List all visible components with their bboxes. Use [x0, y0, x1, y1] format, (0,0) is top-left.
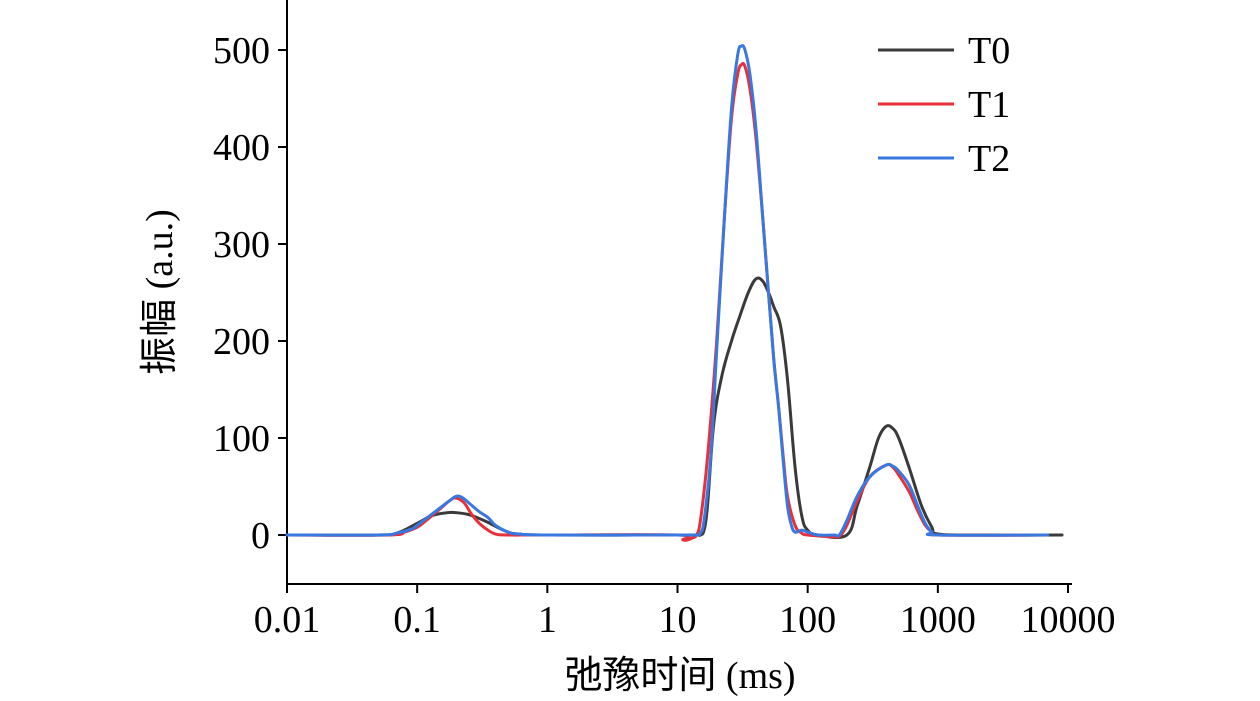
y-tick-label: 400 — [213, 127, 270, 169]
x-tick-label: 10 — [659, 599, 697, 641]
x-tick-label: 1 — [538, 599, 557, 641]
legend-label-t1: T1 — [968, 84, 1010, 126]
legend-label-t0: T0 — [968, 30, 1010, 72]
y-tick-label: 0 — [251, 515, 270, 557]
legend-label-t2: T2 — [968, 138, 1010, 180]
x-tick-label: 10000 — [1021, 599, 1116, 641]
x-tick-label: 0.1 — [393, 599, 441, 641]
series-line-t2 — [285, 44, 1050, 538]
x-axis-title: 弛豫时间 (ms) — [564, 655, 795, 697]
y-ticks: 0 100 200 300 400 500 — [213, 30, 287, 557]
series-line-t1 — [285, 61, 1041, 542]
legend: T0 T1 T2 — [878, 30, 1010, 180]
x-tick-label: 0.01 — [254, 599, 321, 641]
y-tick-label: 100 — [213, 418, 270, 460]
x-tick-label: 1000 — [900, 599, 976, 641]
axes: 0.01 0.1 1 10 100 1000 10000 0 100 200 300 400 500 — [213, 0, 1116, 641]
y-tick-label: 300 — [213, 224, 270, 266]
y-axis-title: 振幅 (a.u.) — [139, 209, 181, 375]
x-ticks: 0.01 0.1 1 10 100 1000 10000 — [254, 584, 1116, 641]
series-layer — [285, 44, 1064, 542]
series-line-t0 — [285, 276, 1064, 540]
y-tick-label: 500 — [213, 30, 270, 72]
x-tick-label: 100 — [779, 599, 836, 641]
y-tick-label: 200 — [213, 321, 270, 363]
